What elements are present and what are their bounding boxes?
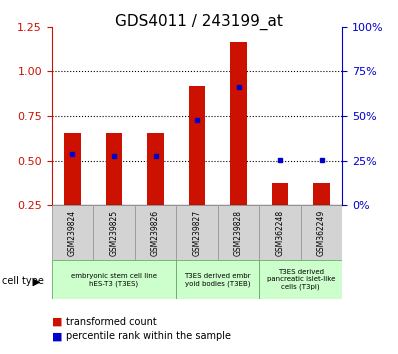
Text: GSM239826: GSM239826	[151, 210, 160, 256]
FancyBboxPatch shape	[93, 205, 135, 260]
Text: cell type: cell type	[2, 276, 44, 286]
FancyBboxPatch shape	[259, 205, 301, 260]
FancyBboxPatch shape	[259, 260, 342, 299]
FancyBboxPatch shape	[218, 205, 259, 260]
FancyBboxPatch shape	[52, 205, 93, 260]
Text: transformed count: transformed count	[66, 317, 156, 327]
FancyBboxPatch shape	[52, 260, 176, 299]
Bar	[272, 183, 288, 205]
FancyBboxPatch shape	[176, 205, 218, 260]
Bar	[230, 42, 247, 205]
Text: T3ES derived
pancreatic islet-like
cells (T3pi): T3ES derived pancreatic islet-like cells…	[267, 269, 335, 290]
Text: GSM239824: GSM239824	[68, 210, 77, 256]
Text: T3ES derived embr
yoid bodies (T3EB): T3ES derived embr yoid bodies (T3EB)	[185, 273, 251, 287]
Bar	[64, 133, 81, 205]
FancyBboxPatch shape	[301, 205, 342, 260]
Text: GSM239827: GSM239827	[193, 210, 201, 256]
Bar	[106, 133, 122, 205]
Text: embryonic stem cell line
hES-T3 (T3ES): embryonic stem cell line hES-T3 (T3ES)	[71, 273, 157, 287]
Bar	[147, 133, 164, 205]
Text: ■: ■	[52, 317, 62, 327]
Bar	[189, 86, 205, 205]
Text: GSM239825: GSM239825	[109, 210, 119, 256]
Text: ▶: ▶	[33, 276, 41, 286]
Text: GDS4011 / 243199_at: GDS4011 / 243199_at	[115, 14, 283, 30]
Text: percentile rank within the sample: percentile rank within the sample	[66, 331, 231, 341]
Text: GSM239828: GSM239828	[234, 210, 243, 256]
Bar	[313, 183, 330, 205]
Text: ■: ■	[52, 331, 62, 341]
Text: GSM362248: GSM362248	[275, 210, 285, 256]
FancyBboxPatch shape	[176, 260, 259, 299]
Text: GSM362249: GSM362249	[317, 210, 326, 256]
FancyBboxPatch shape	[135, 205, 176, 260]
